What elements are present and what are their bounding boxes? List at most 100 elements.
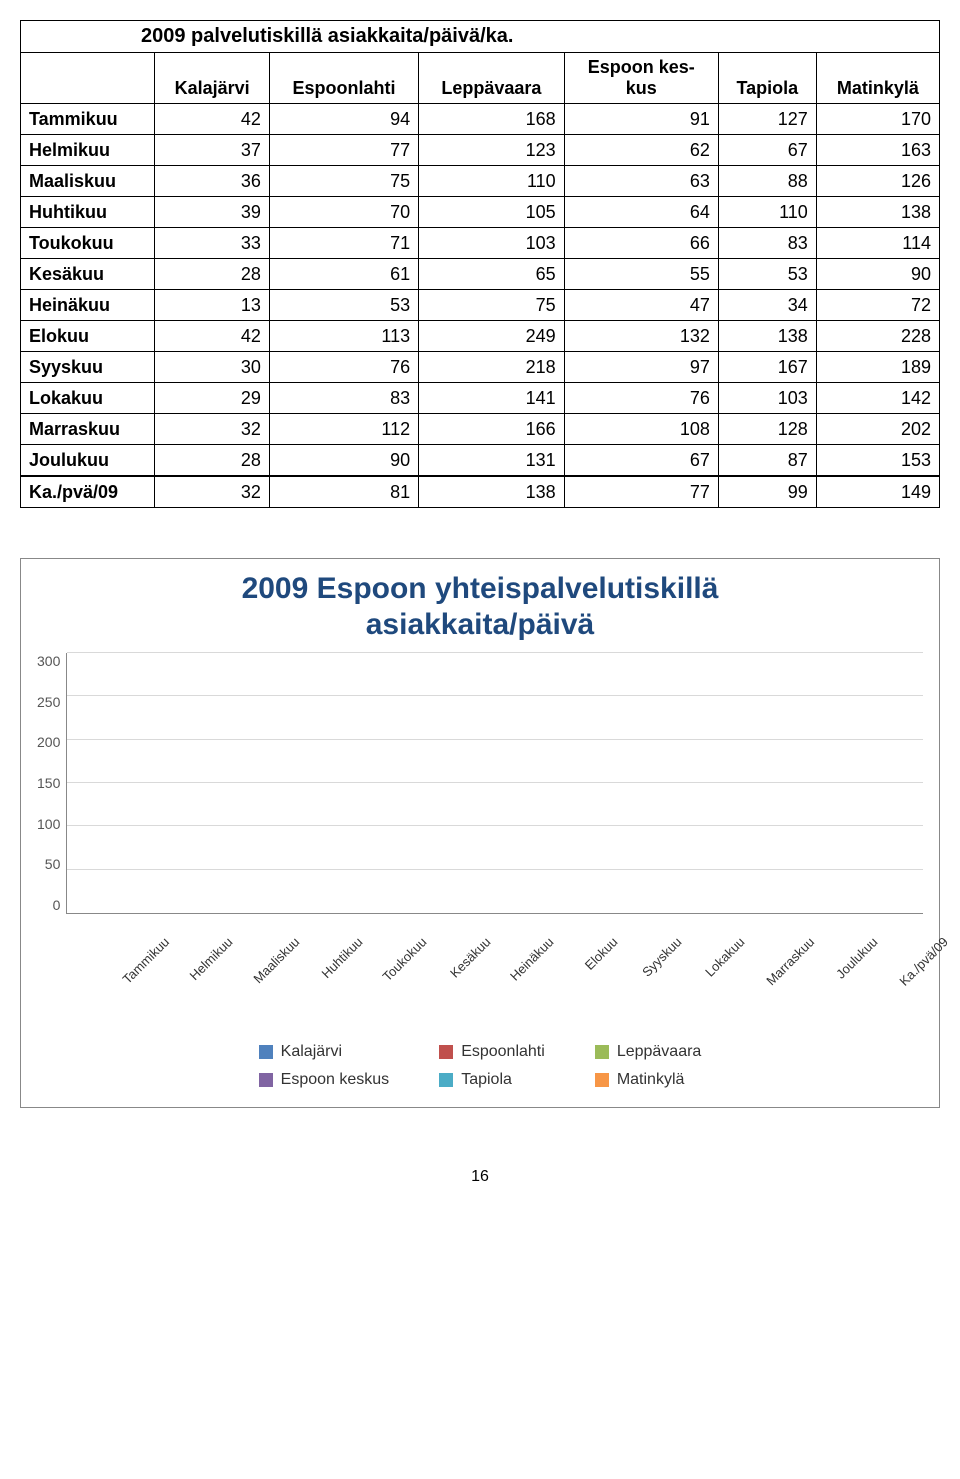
cell: 202 (816, 414, 939, 445)
cell: 90 (816, 259, 939, 290)
cell: 105 (419, 197, 565, 228)
cell: 142 (816, 383, 939, 414)
legend-item: Tapiola (439, 1071, 545, 1089)
table-row: Lokakuu298314176103142 (21, 383, 940, 414)
cell: 65 (419, 259, 565, 290)
table-footer-row: Ka./pvä/09 32 81 138 77 99 149 (21, 476, 940, 508)
cell: 71 (269, 228, 418, 259)
footer-label: Ka./pvä/09 (21, 476, 155, 508)
row-label: Elokuu (21, 321, 155, 352)
col-kalajarvi: Kalajärvi (155, 53, 269, 104)
table-row: Marraskuu32112166108128202 (21, 414, 940, 445)
table-row: Tammikuu429416891127170 (21, 104, 940, 135)
legend-item: Kalajärvi (259, 1043, 390, 1061)
data-table: 2009 palvelutiskillä asiakkaita/päivä/ka… (20, 20, 940, 508)
cell: 62 (564, 135, 718, 166)
row-label: Huhtikuu (21, 197, 155, 228)
cell: 141 (419, 383, 565, 414)
y-tick: 250 (37, 694, 60, 710)
legend-swatch (259, 1073, 273, 1087)
cell: 39 (155, 197, 269, 228)
chart-title: 2009 Espoon yhteispalvelutiskillä asiakk… (37, 571, 923, 643)
cell: 110 (419, 166, 565, 197)
cell: 61 (269, 259, 418, 290)
row-label: Heinäkuu (21, 290, 155, 321)
row-label: Toukokuu (21, 228, 155, 259)
cell: 90 (269, 445, 418, 477)
cell: 228 (816, 321, 939, 352)
cell: 55 (564, 259, 718, 290)
cell: 76 (564, 383, 718, 414)
cell: 94 (269, 104, 418, 135)
col-espoonkeskus: Espoon kes- kus (564, 53, 718, 104)
cell: 163 (816, 135, 939, 166)
cell: 153 (816, 445, 939, 477)
gridline (67, 739, 923, 740)
gridline (67, 695, 923, 696)
legend-swatch (595, 1045, 609, 1059)
legend-label: Matinkylä (617, 1071, 685, 1089)
legend-label: Espoonlahti (461, 1043, 545, 1061)
cell: 34 (718, 290, 816, 321)
gridline (67, 825, 923, 826)
legend-item: Espoonlahti (439, 1043, 545, 1061)
chart-title-l1: 2009 Espoon yhteispalvelutiskillä (242, 572, 719, 605)
cell: 249 (419, 321, 565, 352)
table-row: Elokuu42113249132138228 (21, 321, 940, 352)
cell: 112 (269, 414, 418, 445)
legend-label: Kalajärvi (281, 1043, 342, 1061)
header-blank (21, 53, 155, 104)
cell: 76 (269, 352, 418, 383)
y-tick: 150 (37, 775, 60, 791)
col-espoonlahti: Espoonlahti (269, 53, 418, 104)
cell: 170 (816, 104, 939, 135)
cell: 138 (718, 321, 816, 352)
footer-2: 138 (419, 476, 565, 508)
table-header-row: Kalajärvi Espoonlahti Leppävaara Espoon … (21, 53, 940, 104)
cell: 113 (269, 321, 418, 352)
legend-label: Tapiola (461, 1071, 512, 1089)
legend-swatch (259, 1045, 273, 1059)
cell: 218 (419, 352, 565, 383)
legend-swatch (439, 1073, 453, 1087)
row-label: Lokakuu (21, 383, 155, 414)
cell: 32 (155, 414, 269, 445)
cell: 33 (155, 228, 269, 259)
cell: 75 (269, 166, 418, 197)
cell: 42 (155, 104, 269, 135)
col-matinkyla: Matinkylä (816, 53, 939, 104)
cell: 36 (155, 166, 269, 197)
chart-area: 300250200150100500 (37, 653, 923, 913)
cell: 77 (269, 135, 418, 166)
cell: 70 (269, 197, 418, 228)
y-tick: 100 (37, 816, 60, 832)
cell: 166 (419, 414, 565, 445)
cell: 91 (564, 104, 718, 135)
table-body: Tammikuu429416891127170Helmikuu377712362… (21, 104, 940, 477)
cell: 168 (419, 104, 565, 135)
row-label: Helmikuu (21, 135, 155, 166)
cell: 83 (269, 383, 418, 414)
cell: 67 (718, 135, 816, 166)
table-row: Helmikuu37771236267163 (21, 135, 940, 166)
y-tick: 200 (37, 734, 60, 750)
table-row: Huhtikuu397010564110138 (21, 197, 940, 228)
cell: 114 (816, 228, 939, 259)
cell: 28 (155, 445, 269, 477)
gridline (67, 782, 923, 783)
footer-1: 81 (269, 476, 418, 508)
col-leppavaara: Leppävaara (419, 53, 565, 104)
row-label: Tammikuu (21, 104, 155, 135)
cell: 189 (816, 352, 939, 383)
cell: 63 (564, 166, 718, 197)
y-tick: 300 (37, 653, 60, 669)
row-label: Marraskuu (21, 414, 155, 445)
cell: 37 (155, 135, 269, 166)
table-row: Toukokuu33711036683114 (21, 228, 940, 259)
x-axis-labels: TammikuuHelmikuuMaaliskuuHuhtikuuToukoku… (77, 913, 923, 1013)
cell: 83 (718, 228, 816, 259)
chart-card: 2009 Espoon yhteispalvelutiskillä asiakk… (20, 558, 940, 1108)
y-axis: 300250200150100500 (37, 653, 66, 913)
cell: 126 (816, 166, 939, 197)
cell: 132 (564, 321, 718, 352)
